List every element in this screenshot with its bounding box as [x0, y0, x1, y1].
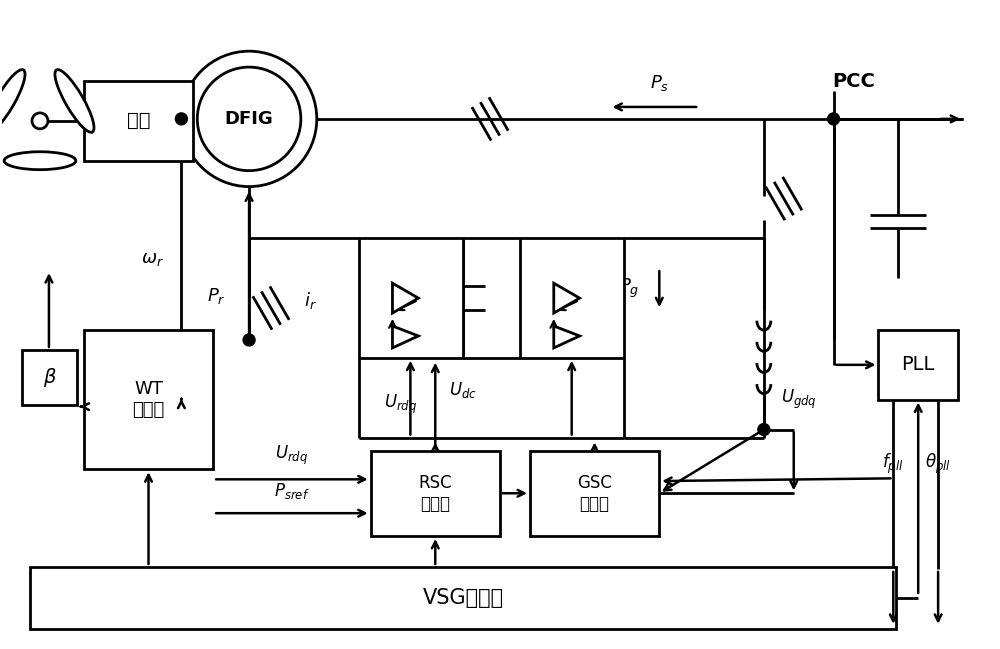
Circle shape — [828, 113, 840, 125]
Text: GSC
控制器: GSC 控制器 — [577, 474, 612, 513]
Bar — [359, 238, 463, 358]
Bar — [84, 81, 193, 161]
Bar — [30, 567, 896, 629]
Text: $U_{rdq}$: $U_{rdq}$ — [275, 444, 309, 467]
Text: $i_{r}$: $i_{r}$ — [304, 289, 317, 311]
Text: DFIG: DFIG — [225, 110, 273, 128]
Polygon shape — [392, 326, 418, 348]
Text: $P_{s}$: $P_{s}$ — [650, 73, 669, 93]
Polygon shape — [554, 326, 580, 348]
Polygon shape — [554, 283, 580, 313]
Bar — [371, 452, 500, 536]
Ellipse shape — [4, 152, 76, 169]
Text: $P_{r}$: $P_{r}$ — [207, 286, 226, 306]
Circle shape — [175, 113, 187, 125]
Polygon shape — [392, 283, 418, 313]
Text: $U_{rdq}$: $U_{rdq}$ — [384, 393, 417, 416]
Text: $U_{dc}$: $U_{dc}$ — [449, 380, 477, 400]
Text: $P_{g}$: $P_{g}$ — [619, 276, 639, 300]
Bar — [878, 330, 958, 400]
Bar — [530, 452, 659, 536]
Text: $\theta_{pll}$: $\theta_{pll}$ — [925, 452, 951, 476]
Bar — [22, 350, 77, 405]
Circle shape — [758, 424, 770, 435]
Text: PLL: PLL — [902, 355, 935, 374]
Text: PCC: PCC — [832, 72, 875, 91]
Bar — [84, 330, 213, 469]
Text: $P_{sref}$: $P_{sref}$ — [274, 482, 310, 501]
Ellipse shape — [0, 69, 25, 132]
Text: 轴系: 轴系 — [127, 112, 150, 130]
Circle shape — [243, 334, 255, 346]
Text: $\beta$: $\beta$ — [43, 366, 56, 389]
Circle shape — [197, 67, 301, 171]
Circle shape — [181, 51, 317, 187]
Text: RSC
控制器: RSC 控制器 — [418, 474, 452, 513]
Text: $f_{pll}$: $f_{pll}$ — [882, 452, 904, 476]
Text: $U_{gdq}$: $U_{gdq}$ — [781, 388, 817, 411]
Ellipse shape — [55, 69, 94, 132]
Circle shape — [32, 113, 48, 129]
Text: $\omega_{r}$: $\omega_{r}$ — [141, 251, 163, 268]
Bar — [520, 238, 624, 358]
Text: VSG控制器: VSG控制器 — [423, 588, 504, 608]
Text: WT
控制器: WT 控制器 — [132, 380, 165, 419]
